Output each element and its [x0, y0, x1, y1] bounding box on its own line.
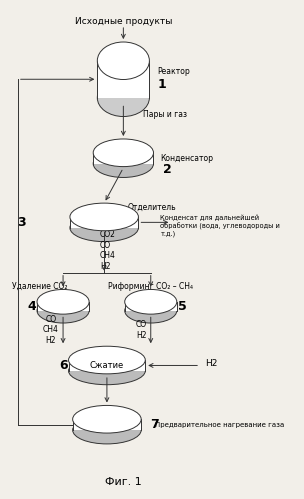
Text: 1: 1	[157, 78, 166, 91]
Ellipse shape	[68, 346, 145, 374]
Ellipse shape	[125, 289, 177, 314]
Bar	[97, 61, 149, 98]
Text: Сжатие: Сжатие	[90, 361, 124, 370]
Bar	[93, 153, 154, 164]
Ellipse shape	[68, 357, 145, 385]
Bar	[68, 360, 145, 371]
Ellipse shape	[73, 405, 141, 433]
Ellipse shape	[73, 416, 141, 444]
Text: Предварительное нагревание газа: Предварительное нагревание газа	[155, 422, 284, 428]
Text: 6: 6	[59, 359, 67, 372]
Bar	[125, 302, 177, 311]
Text: CO
CH4
H2: CO CH4 H2	[43, 315, 59, 345]
Text: 4: 4	[27, 300, 36, 313]
Text: 7: 7	[150, 418, 159, 431]
Ellipse shape	[97, 79, 149, 117]
Text: Фиг. 1: Фиг. 1	[105, 478, 142, 488]
Text: Риформинг CO₂ – CH₄: Риформинг CO₂ – CH₄	[108, 282, 193, 291]
Text: CO
H2: CO H2	[136, 320, 147, 340]
Ellipse shape	[97, 42, 149, 79]
Ellipse shape	[93, 139, 154, 167]
Text: Конденсат для дальнейшей
обработки (вода, углеводороды и
т.д.): Конденсат для дальнейшей обработки (вода…	[160, 215, 280, 237]
Bar	[73, 419, 141, 430]
Ellipse shape	[70, 214, 138, 242]
Ellipse shape	[93, 150, 154, 178]
Text: Исходные продукты: Исходные продукты	[75, 17, 172, 26]
Text: H2: H2	[206, 359, 218, 368]
Text: Отделитель: Отделитель	[127, 203, 176, 212]
Text: Удаление CO₂: Удаление CO₂	[12, 282, 68, 291]
Ellipse shape	[37, 289, 89, 314]
Text: 3: 3	[18, 216, 26, 229]
Text: Конденсатор: Конденсатор	[160, 154, 213, 163]
Text: 5: 5	[178, 300, 187, 313]
Ellipse shape	[125, 298, 177, 323]
Text: 2: 2	[163, 163, 172, 176]
Ellipse shape	[70, 203, 138, 231]
Text: CO2
CO
CH4
H2: CO2 CO CH4 H2	[100, 231, 116, 270]
Bar	[70, 217, 138, 228]
Bar	[37, 302, 89, 311]
Text: Пары и газ: Пары и газ	[143, 110, 187, 119]
Ellipse shape	[37, 298, 89, 323]
Text: Реактор: Реактор	[157, 67, 190, 76]
